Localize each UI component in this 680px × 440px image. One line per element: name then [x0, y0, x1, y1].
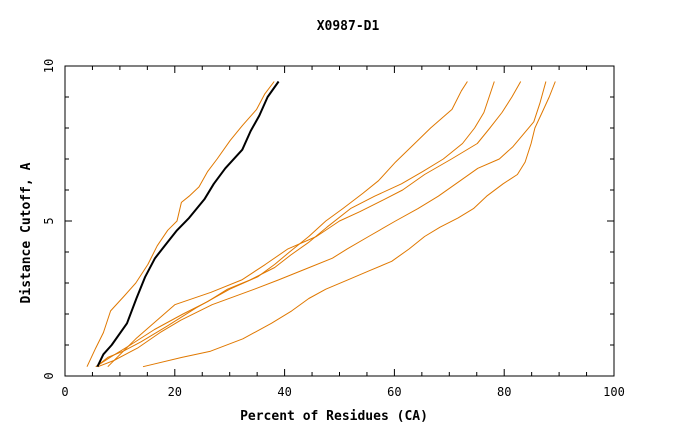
y-axis-label: Distance Cutoff, A [19, 162, 34, 303]
axis-ticks: 0 20 40 60 80 100 0 5 10 [42, 59, 625, 399]
x-tick-label: 0 [61, 385, 68, 399]
series-lines [86, 80, 556, 368]
x-tick-label: 80 [497, 385, 511, 399]
series-line [107, 81, 522, 368]
x-axis-label: Percent of Residues (CA) [240, 409, 428, 424]
series-line [95, 81, 495, 368]
x-tick-label: 40 [277, 385, 291, 399]
series-line-highlight [96, 80, 280, 368]
series-line [95, 81, 468, 368]
y-tick-label: 0 [42, 372, 56, 379]
chart-title: X0987-D1 [317, 19, 380, 34]
series-line [86, 81, 275, 367]
x-tick-label: 60 [387, 385, 401, 399]
x-tick-label: 100 [603, 385, 625, 399]
y-tick-label: 10 [42, 59, 56, 73]
x-tick-label: 20 [168, 385, 182, 399]
y-tick-label: 5 [42, 217, 56, 224]
series-line [142, 81, 556, 368]
series-line [97, 81, 547, 368]
